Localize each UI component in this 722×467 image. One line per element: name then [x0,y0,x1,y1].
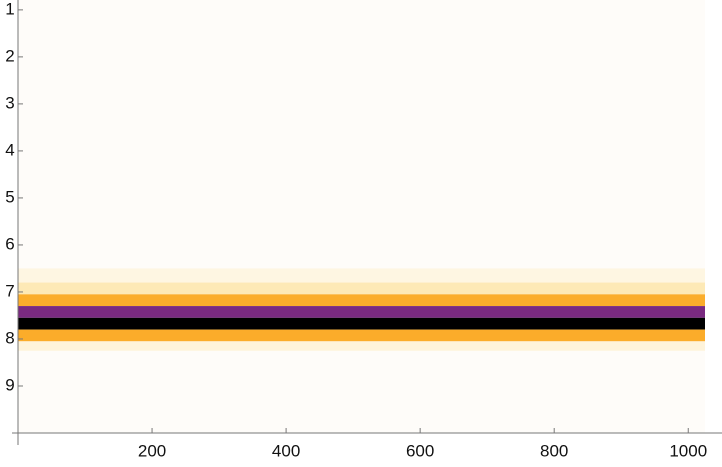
band [18,341,705,351]
band [18,329,705,342]
band [18,282,705,295]
y-tick-label: 2 [5,46,14,65]
band [18,306,705,318]
y-tick-label: 7 [5,281,14,300]
x-tick-label: 400 [272,441,300,460]
y-tick-label: 1 [5,0,14,18]
x-tick-label: 1000 [669,441,707,460]
plot-background [18,0,705,433]
y-tick-label: 4 [5,140,14,159]
band [18,294,705,307]
x-tick-label: 200 [138,441,166,460]
band [18,268,705,283]
x-tick-label: 800 [540,441,568,460]
y-tick-label: 6 [5,234,14,253]
y-tick-label: 9 [5,375,14,394]
band [18,317,705,330]
x-tick-label: 600 [406,441,434,460]
y-tick-label: 5 [5,187,14,206]
y-tick-label: 8 [5,328,14,347]
y-tick-label: 3 [5,93,14,112]
